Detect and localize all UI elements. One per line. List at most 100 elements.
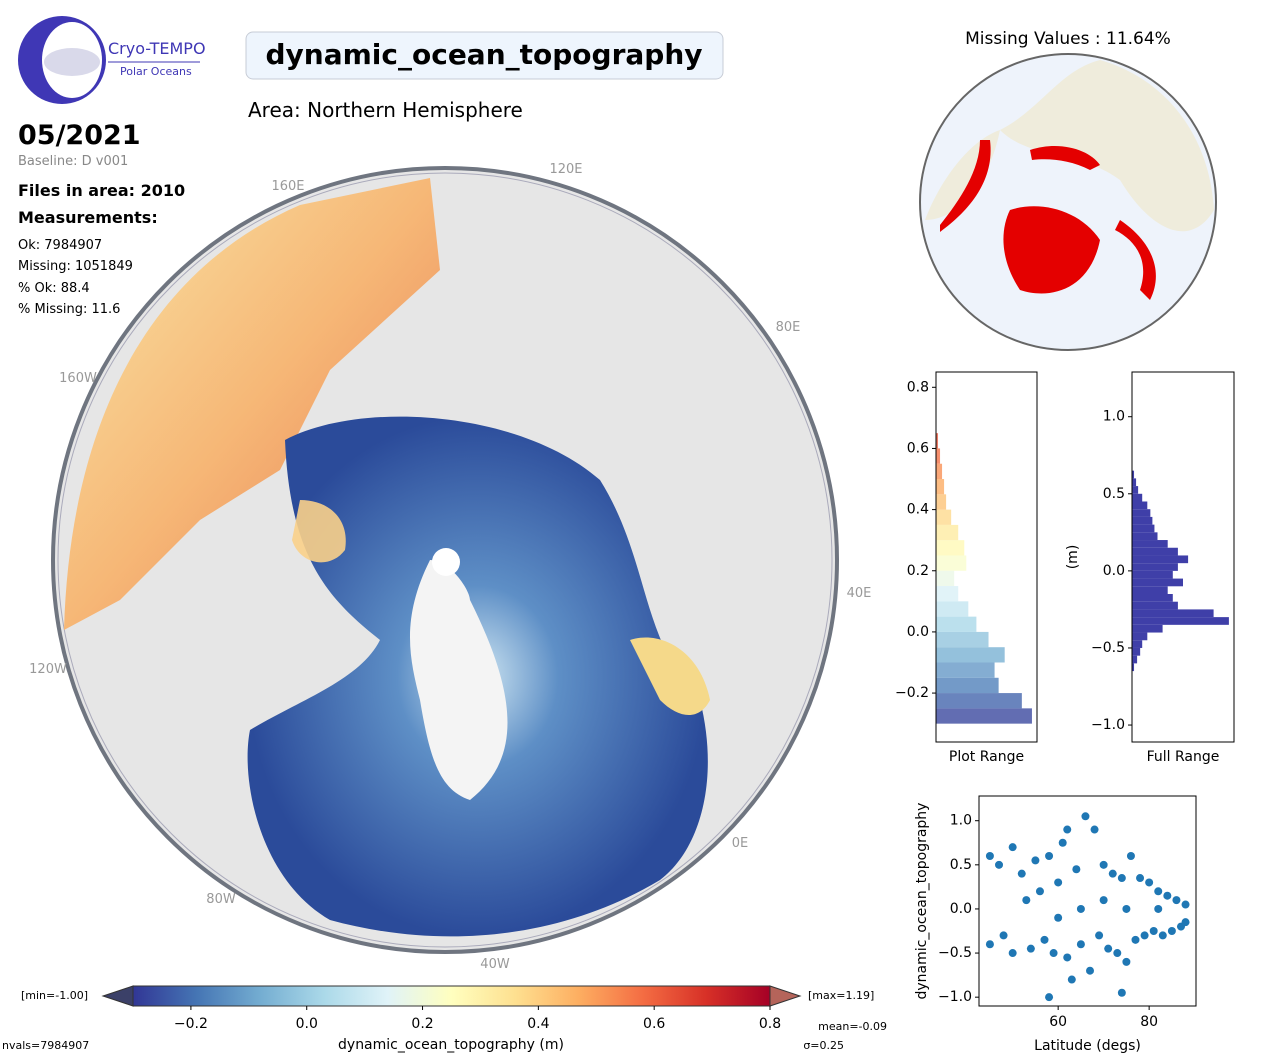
chart: −0.2 0.0 0.2 0.4 0.6 0.8 Plot Range [895,371,1038,765]
title: dynamic_ocean_topography [265,38,702,71]
scatter-point [1058,838,1067,847]
histogram-bar [936,601,969,617]
histogram-bar [936,570,955,587]
histogram-bar [936,693,1022,709]
scatter-point [1049,949,1058,958]
stat: % Ok: 88.4 [18,281,90,296]
y-tick-label: −0.5 [938,945,972,961]
scatter-point [1154,904,1163,913]
colorbar-label: dynamic_ocean_topography (m) [338,1037,564,1053]
title-box [245,31,724,80]
lon-label: 120E [549,162,582,177]
date: 05/2021 [18,120,141,151]
colorbar-max: [max=1.19] [808,989,874,1002]
lon-label: 40E [847,586,872,601]
scatter-point [1172,896,1181,905]
scatter-point [985,852,994,860]
colorbar-gradient [132,985,771,1007]
x-axis-label: Full Range [1147,749,1220,765]
scatter-point [1131,935,1140,944]
x-axis-label: Latitude (degs) [1034,1038,1141,1054]
histogram-bar [936,524,959,541]
y-tick-label: 0.6 [907,440,929,456]
scatter-point [985,940,994,949]
histogram-bar [1132,540,1168,548]
logo: Cryo-TEMPO Polar Oceans [18,16,206,104]
scatter-point [1076,940,1085,949]
histogram-bar [1132,609,1214,618]
tick-label: 0.6 [643,1016,665,1032]
x-tick-label: 60 [1049,1014,1067,1030]
scatter-point [1117,874,1126,883]
y-tick-label: −1.0 [1091,717,1125,733]
lon-label: 80E [776,320,801,335]
stat: Missing: 1051849 [18,259,133,274]
lon-label: 160W [59,371,97,386]
y-tick-label: 0.0 [950,901,972,917]
plot-frame [935,371,1038,743]
nvals: nvals=7984907 [2,1039,89,1052]
scatter-point [1181,918,1190,927]
colorbar-over [769,985,802,1007]
scatter-point [1163,891,1172,900]
y-axis-label: dynamic_ocean_topography [914,803,930,1000]
histogram-bar [936,540,965,556]
scatter-point [1095,931,1104,940]
x-tick-label: 80 [1140,1014,1158,1030]
area: Area: Northern Hemisphere [248,98,523,122]
scatter-point [1117,988,1126,997]
scatter-point [1113,949,1122,958]
scatter-point [1076,904,1085,913]
scatter-point [1035,887,1044,896]
scatter-point [1158,931,1167,940]
logo-title: Cryo-TEMPO [108,39,206,58]
tick-label: 0.0 [296,1016,318,1032]
stat: Ok: 7984907 [18,238,102,253]
histogram-bar [936,555,967,571]
y-tick-label: 0.5 [1103,486,1125,502]
histogram-bar [1132,563,1178,571]
histogram-bar [1132,578,1183,587]
scatter-point [1122,904,1131,913]
scatter-point [1017,869,1026,878]
lon-label: 0E [732,836,749,851]
y-tick-label: 0.0 [1103,563,1125,579]
histogram-bar [1132,501,1148,510]
x-axis-label: Plot Range [949,749,1024,765]
scatter-point [1008,949,1017,958]
scatter-point [1022,896,1031,905]
tick-label: −0.2 [174,1016,208,1032]
histogram-bar [1132,624,1163,633]
missing-map [919,53,1217,351]
scatter-point [1031,856,1040,865]
sigma: σ=0.25 [803,1039,844,1052]
scatter-point [1081,812,1090,821]
histogram-bar [936,662,995,678]
histogram-bar [1132,470,1135,479]
tick-label: 0.2 [411,1016,433,1032]
histogram-bar [936,647,1005,663]
lon-label: 80W [206,892,236,907]
scatter-point [1167,927,1176,935]
y-tick-label: 0.0 [907,624,929,640]
histogram-bar [1132,493,1143,502]
scatter-point [995,860,1004,869]
histogram-bar [1132,594,1173,602]
scatter-point [1181,900,1190,909]
plot-frame [1131,371,1235,743]
histogram-bar [1132,586,1168,594]
histogram-bar [936,433,939,449]
histogram-bar [1132,647,1141,656]
scatter-point [1067,975,1076,984]
mean: mean=-0.09 [818,1020,887,1033]
scatter-point [1045,852,1054,860]
y-tick-label: −0.5 [1091,640,1125,656]
main-map: 120E 160E 80E 160W 40E 120W 0E 80W 40W [29,162,871,972]
histogram-bar [936,479,945,495]
scatter-point [1063,825,1072,834]
lon-label: 40W [480,957,510,972]
y-tick-label: 1.0 [950,813,972,829]
scatter-point [1045,993,1054,1002]
scatter-point [1099,896,1108,905]
files: Files in area: 2010 [18,181,185,200]
